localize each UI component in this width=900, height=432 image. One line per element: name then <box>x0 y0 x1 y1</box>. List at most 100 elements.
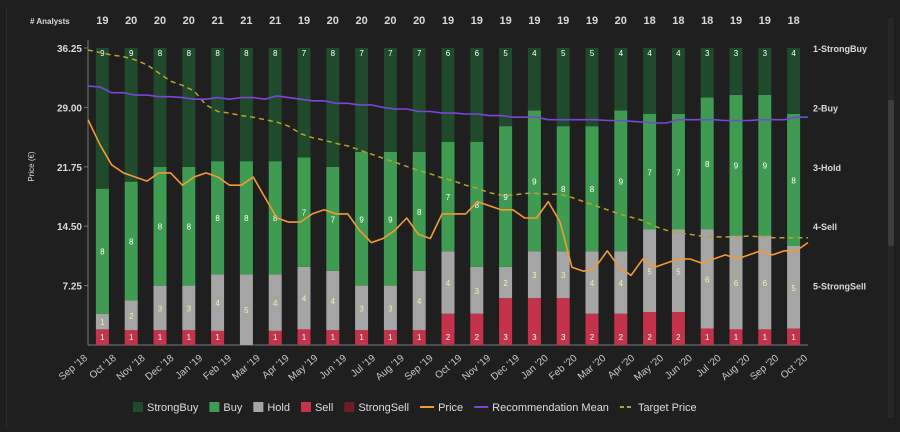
strongbuy-segment <box>383 48 397 152</box>
x-tick-label: Dec '19 <box>489 353 522 383</box>
rating-label: 4-Sell <box>813 222 837 232</box>
target-price-line <box>87 49 808 239</box>
analyst-count: 19 <box>96 15 108 27</box>
sell-segment <box>643 312 657 345</box>
segment-count-label: 1 <box>302 333 307 342</box>
segment-count-label: 8 <box>273 49 278 58</box>
sell-segment <box>758 329 772 345</box>
scrollbar-thumb[interactable] <box>888 100 894 246</box>
sell-segment <box>326 330 340 345</box>
hold-segment <box>787 246 801 329</box>
y-axis-title: Price (€) <box>27 151 36 182</box>
legend-label: StrongBuy <box>147 402 199 414</box>
strongbuy-segment <box>239 48 253 162</box>
segment-count-label: 8 <box>705 160 710 169</box>
sell-segment <box>527 298 541 345</box>
buy-segment <box>124 181 138 301</box>
segment-count-label: 2 <box>619 333 624 342</box>
segment-count-label: 6 <box>705 276 710 285</box>
sell-segment <box>124 330 138 345</box>
sell-segment <box>499 298 513 345</box>
segment-count-label: 2 <box>475 333 480 342</box>
x-tick-label: Sep '20 <box>748 353 781 383</box>
buy-segment <box>383 151 397 286</box>
segment-count-label: 8 <box>158 49 163 58</box>
strongbuy-segment <box>499 48 513 127</box>
strongbuy-segment <box>643 48 657 114</box>
segment-count-label: 9 <box>619 177 624 186</box>
buy-segment <box>585 126 599 252</box>
segment-count-label: 8 <box>100 248 105 257</box>
x-tick-label: May '20 <box>632 353 666 384</box>
analyst-count: 19 <box>730 15 742 27</box>
sell-segment <box>614 313 628 345</box>
segment-count-label: 1 <box>359 333 364 342</box>
sell-segment <box>729 329 743 345</box>
analyst-count: 20 <box>183 15 195 27</box>
hold-segment <box>326 270 340 331</box>
segment-count-label: 8 <box>244 214 249 223</box>
hold-segment <box>95 313 109 330</box>
x-tick-label: Sep '19 <box>403 353 436 383</box>
analyst-count: 19 <box>528 15 540 27</box>
x-tick-label: Jun '20 <box>663 353 695 382</box>
analyst-count: 19 <box>557 15 569 27</box>
segment-count-label: 1 <box>331 333 336 342</box>
analyst-count: 21 <box>269 15 281 27</box>
segment-count-label: 8 <box>215 49 220 58</box>
strongbuy-segment <box>671 48 685 114</box>
hold-segment <box>614 251 628 314</box>
segment-count-label: 7 <box>359 49 364 58</box>
segment-count-label: 8 <box>791 177 796 186</box>
analyst-count: 20 <box>125 15 137 27</box>
segment-count-label: 1 <box>705 333 710 342</box>
buy-segment <box>268 161 282 275</box>
segment-count-label: 3 <box>503 333 508 342</box>
sell-segment <box>383 330 397 345</box>
hold-segment <box>211 274 225 331</box>
segment-count-label: 1 <box>100 318 105 327</box>
analyst-count: 18 <box>787 15 799 27</box>
x-tick-label: Dec '18 <box>144 353 177 383</box>
hold-segment <box>700 229 714 329</box>
strongbuy-segment <box>585 48 599 127</box>
segment-count-label: 4 <box>619 49 624 58</box>
segment-count-label: 9 <box>763 162 768 171</box>
legend-swatch <box>133 402 143 412</box>
segment-count-label: 5 <box>590 49 595 58</box>
segment-count-label: 5 <box>647 267 652 276</box>
segment-count-label: 8 <box>561 185 566 194</box>
sell-segment <box>585 313 599 345</box>
x-tick-label: Jan '19 <box>174 353 206 382</box>
sell-segment <box>441 313 455 345</box>
legend-swatch <box>209 402 220 412</box>
rating-label: 5-StrongSell <box>813 282 866 292</box>
segment-count-label: 6 <box>763 279 768 288</box>
segment-count-label: 4 <box>273 299 278 308</box>
hold-segment <box>153 285 167 331</box>
segment-count-label: 3 <box>734 49 739 58</box>
segment-count-label: 9 <box>734 162 739 171</box>
strongbuy-segment <box>787 48 801 114</box>
strongbuy-segment <box>527 48 541 111</box>
segment-count-label: 7 <box>676 168 681 177</box>
legend-label: StrongSell <box>358 402 409 414</box>
segment-count-label: 8 <box>273 214 278 223</box>
x-tick-label: Nov '18 <box>115 353 148 383</box>
analyst-count: 19 <box>586 15 598 27</box>
sell-segment <box>268 330 282 345</box>
segment-count-label: 9 <box>532 177 537 186</box>
y-tick-label: 21.75 <box>57 163 82 174</box>
x-tick-label: Mar '20 <box>576 353 609 383</box>
segment-count-label: 5 <box>244 306 249 315</box>
segment-count-label: 8 <box>331 49 336 58</box>
strongbuy-segment <box>758 48 772 95</box>
buy-segment <box>182 166 196 286</box>
hold-segment <box>383 285 397 331</box>
hold-segment <box>470 266 484 314</box>
strongbuy-segment <box>297 48 311 158</box>
strongbuy-segment <box>326 48 340 167</box>
sell-segment <box>153 330 167 345</box>
y-tick-label: 14.50 <box>57 222 82 233</box>
